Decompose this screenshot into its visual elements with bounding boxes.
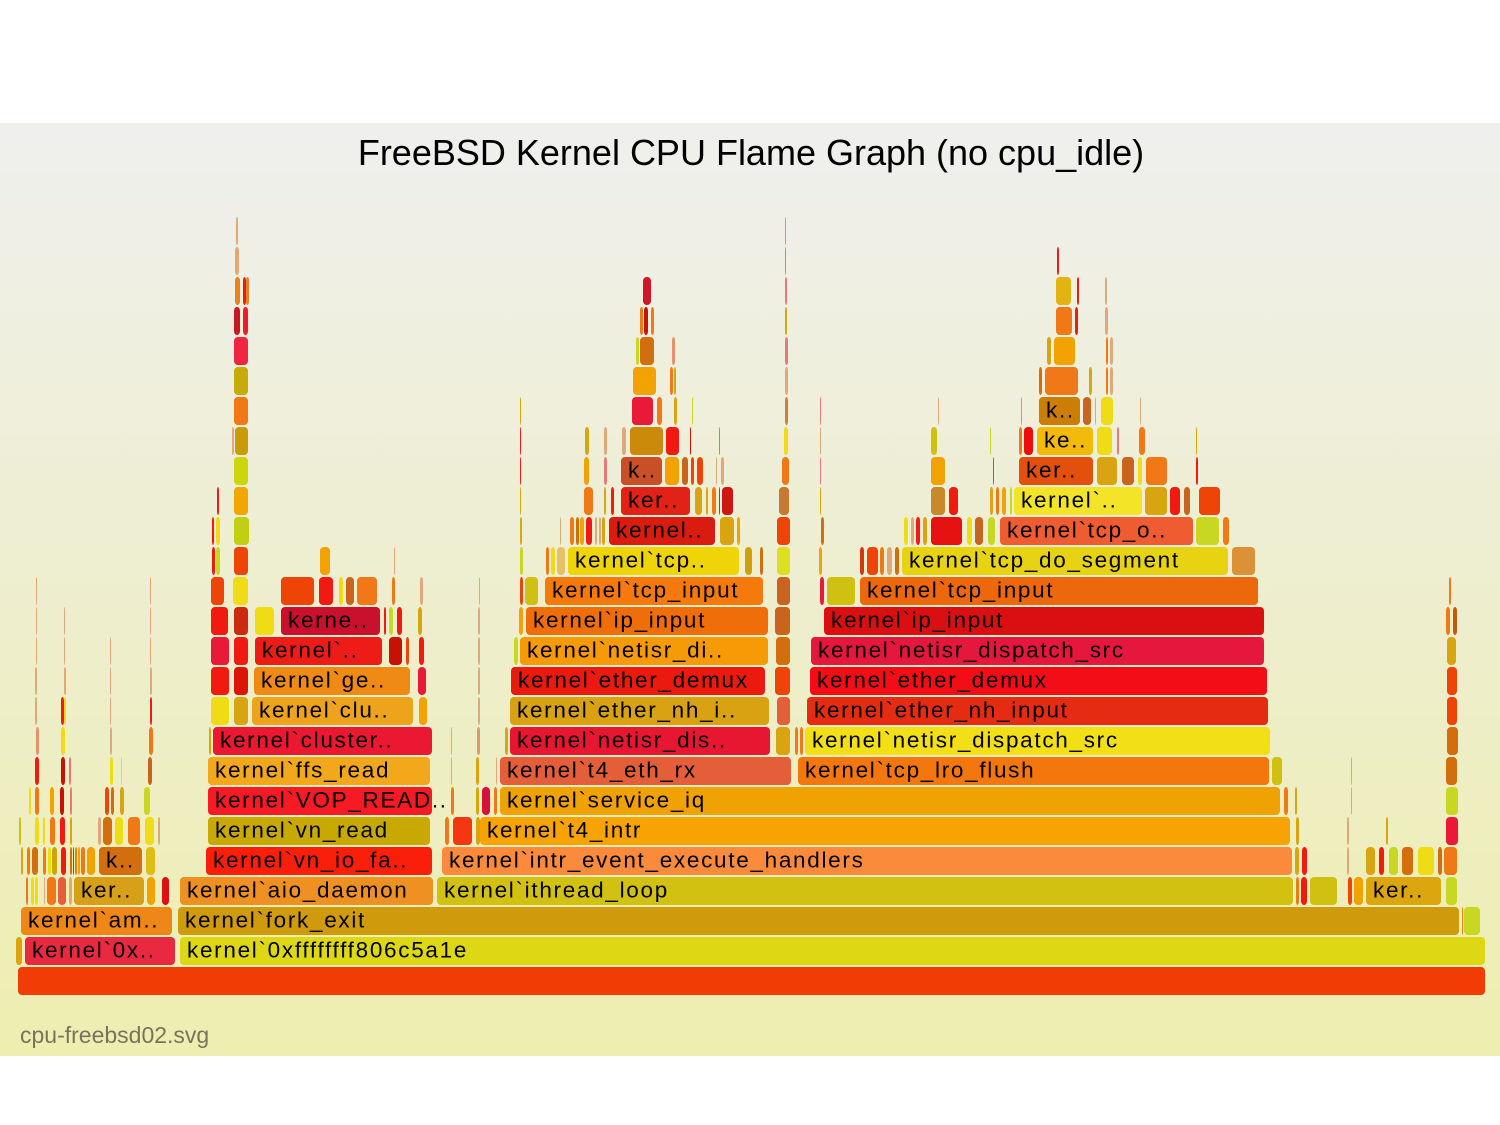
svg-text:kernel`service_iq: kernel`service_iq bbox=[507, 788, 706, 813]
svg-text:kernel`tcp_lro_flush: kernel`tcp_lro_flush bbox=[805, 758, 1035, 783]
svg-text:ker..: ker.. bbox=[1026, 458, 1077, 483]
svg-text:kernel`ether_nh_input: kernel`ether_nh_input bbox=[814, 698, 1069, 723]
svg-text:ker..: ker.. bbox=[1373, 878, 1424, 903]
svg-text:cpu-freebsd02.svg: cpu-freebsd02.svg bbox=[20, 1022, 209, 1048]
svg-text:kernel`tcp_do_segment: kernel`tcp_do_segment bbox=[909, 548, 1180, 573]
svg-text:k..: k.. bbox=[1046, 398, 1075, 423]
svg-text:kernel`ether_nh_i..: kernel`ether_nh_i.. bbox=[517, 698, 737, 723]
svg-text:kernel`ithread_loop: kernel`ithread_loop bbox=[444, 878, 669, 903]
svg-text:kernel`am..: kernel`am.. bbox=[28, 908, 159, 933]
svg-text:kernel`ip_input: kernel`ip_input bbox=[533, 608, 706, 633]
svg-text:kernel`ffs_read: kernel`ffs_read bbox=[215, 758, 390, 783]
svg-text:kernel`t4_eth_rx: kernel`t4_eth_rx bbox=[507, 758, 697, 783]
svg-text:kernel`ether_demux: kernel`ether_demux bbox=[518, 668, 749, 693]
svg-text:kernel`intr_event_execute_hand: kernel`intr_event_execute_handlers bbox=[449, 848, 865, 873]
svg-text:kernel`ether_demux: kernel`ether_demux bbox=[817, 668, 1048, 693]
svg-text:kernel`t4_intr: kernel`t4_intr bbox=[487, 818, 642, 843]
svg-text:kernel`netisr_dispatch_src: kernel`netisr_dispatch_src bbox=[812, 728, 1119, 753]
svg-text:kernel`aio_daemon: kernel`aio_daemon bbox=[187, 878, 409, 903]
svg-text:kernel`vn_io_fa..: kernel`vn_io_fa.. bbox=[213, 848, 408, 873]
svg-text:kernel`clu..: kernel`clu.. bbox=[259, 698, 389, 723]
svg-text:kernel`ge..: kernel`ge.. bbox=[261, 668, 386, 693]
svg-text:k..: k.. bbox=[628, 458, 657, 483]
svg-text:ker..: ker.. bbox=[628, 488, 679, 513]
svg-text:ke..: ke.. bbox=[1044, 428, 1087, 453]
svg-text:kernel`tcp_input: kernel`tcp_input bbox=[867, 578, 1054, 603]
svg-text:kernel`VOP_READ..: kernel`VOP_READ.. bbox=[215, 788, 448, 813]
svg-text:k..: k.. bbox=[106, 848, 135, 873]
svg-text:kernel`netisr_dis..: kernel`netisr_dis.. bbox=[517, 728, 727, 753]
svg-text:kernel`..: kernel`.. bbox=[262, 638, 359, 663]
svg-text:kernel`fork_exit: kernel`fork_exit bbox=[185, 908, 366, 933]
svg-text:kernel..: kernel.. bbox=[616, 518, 703, 543]
svg-text:kernel`tcp..: kernel`tcp.. bbox=[575, 548, 707, 573]
svg-text:kernel`0x..: kernel`0x.. bbox=[32, 938, 156, 963]
svg-text:kernel`netisr_dispatch_src: kernel`netisr_dispatch_src bbox=[818, 638, 1125, 663]
svg-text:kernel`cluster..: kernel`cluster.. bbox=[220, 728, 394, 753]
svg-text:kernel`netisr_di..: kernel`netisr_di.. bbox=[527, 638, 724, 663]
svg-text:kernel`..: kernel`.. bbox=[1021, 488, 1118, 513]
svg-text:kernel`0xffffffff806c5a1e: kernel`0xffffffff806c5a1e bbox=[187, 938, 468, 963]
svg-text:kerne..: kerne.. bbox=[288, 608, 369, 633]
svg-text:kernel`ip_input: kernel`ip_input bbox=[831, 608, 1004, 633]
svg-text:ker..: ker.. bbox=[81, 878, 132, 903]
svg-text:kernel`vn_read: kernel`vn_read bbox=[215, 818, 389, 843]
svg-text:kernel`tcp_o..: kernel`tcp_o.. bbox=[1007, 518, 1167, 543]
svg-text:kernel`tcp_input: kernel`tcp_input bbox=[552, 578, 739, 603]
svg-text:FreeBSD Kernel CPU Flame Graph: FreeBSD Kernel CPU Flame Graph (no cpu_i… bbox=[358, 132, 1144, 173]
